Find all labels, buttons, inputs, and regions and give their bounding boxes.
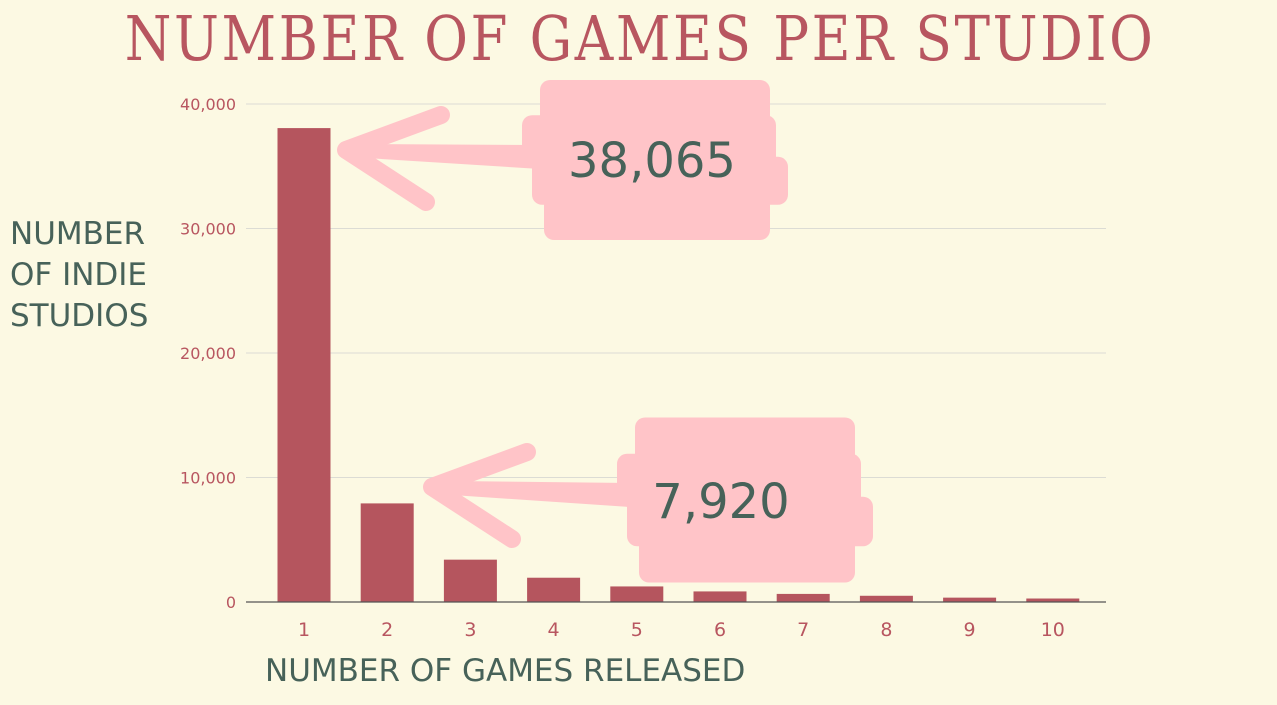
x-tick-label: 5 xyxy=(631,619,643,641)
y-tick-label: 30,000 xyxy=(180,220,236,239)
bar xyxy=(610,586,664,602)
x-tick-label: 3 xyxy=(464,619,476,641)
annotation-brush-stroke xyxy=(627,496,873,547)
annotation-label: 7,920 xyxy=(652,474,789,530)
bar xyxy=(527,577,581,602)
bar xyxy=(360,503,414,602)
x-tick-label: 9 xyxy=(964,619,976,641)
bar xyxy=(859,595,913,602)
bar xyxy=(277,128,331,602)
annotation-callout: 7,920 xyxy=(423,417,873,583)
bar xyxy=(1026,598,1080,602)
x-tick-label: 7 xyxy=(797,619,809,641)
y-tick-label: 40,000 xyxy=(180,95,236,114)
chart-title: NUMBER OF GAMES PER STUDIO xyxy=(124,2,1156,75)
x-tick-label: 1 xyxy=(298,619,310,641)
annotation-arrow-shaft xyxy=(366,144,540,169)
annotation-brush-stroke xyxy=(522,115,776,167)
x-tick-label: 10 xyxy=(1041,619,1065,641)
y-axis-label-line: STUDIOS xyxy=(10,298,149,334)
bar xyxy=(943,597,997,602)
y-tick-label: 0 xyxy=(226,593,236,612)
annotation-brush-stroke xyxy=(617,453,861,507)
bar xyxy=(693,591,747,602)
annotation-arrow-head xyxy=(337,106,450,211)
annotation-arrow-head xyxy=(423,443,536,548)
x-tick-label: 2 xyxy=(381,619,393,641)
annotation-brush-stroke xyxy=(544,195,770,240)
annotation-brush-stroke xyxy=(639,536,855,583)
annotation-brush-stroke xyxy=(532,156,788,205)
bar xyxy=(443,559,497,602)
x-tick-label: 6 xyxy=(714,619,726,641)
annotation-callout: 38,065 xyxy=(337,80,788,240)
y-axis-label-line: NUMBER xyxy=(10,216,146,252)
annotation-arrow-shaft xyxy=(452,481,630,507)
x-tick-label: 4 xyxy=(548,619,560,641)
annotation-label: 38,065 xyxy=(568,133,736,189)
bar xyxy=(776,593,830,602)
y-tick-label: 20,000 xyxy=(180,344,236,363)
y-tick-label: 10,000 xyxy=(180,469,236,488)
x-tick-label: 8 xyxy=(880,619,892,641)
x-axis-label: NUMBER OF GAMES RELEASED xyxy=(265,653,746,689)
y-axis-label-line: OF INDIE xyxy=(10,257,148,293)
y-axis-label: NUMBER OF INDIE STUDIOS xyxy=(10,214,180,337)
